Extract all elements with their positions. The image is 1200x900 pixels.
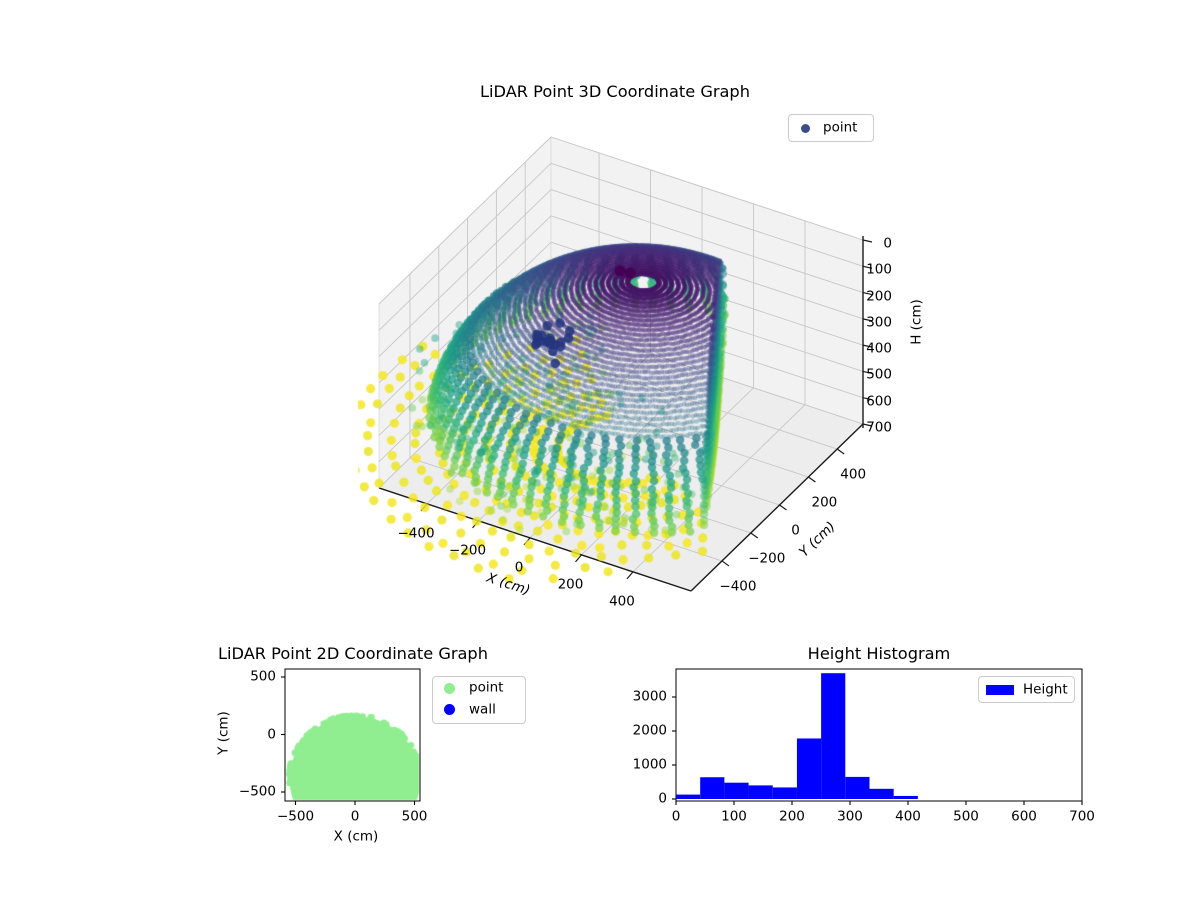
point-marker-icon [801, 124, 810, 133]
point-marker-icon [444, 683, 455, 694]
plot2d-ylabel: Y (cm) [215, 711, 232, 755]
plot2d-legend-point-label: point [469, 679, 504, 696]
plot2d-legend: point wall [432, 676, 526, 724]
plot2d-title: LiDAR Point 2D Coordinate Graph [218, 644, 488, 663]
histogram-legend: Height [978, 676, 1075, 703]
height-swatch-icon [986, 685, 1014, 695]
plot2d-xlabel: X (cm) [333, 828, 379, 845]
wall-marker-icon [444, 704, 455, 715]
plot3d-zlabel: H (cm) [908, 299, 925, 345]
histogram-legend-label: Height [1023, 680, 1068, 697]
histogram-title: Height Histogram [807, 644, 951, 663]
plot3d-legend: point [788, 114, 874, 142]
plot3d-legend-point-label: point [823, 119, 858, 136]
plot3d-title: LiDAR Point 3D Coordinate Graph [480, 82, 750, 101]
plot2d-legend-wall-label: wall [469, 701, 496, 718]
